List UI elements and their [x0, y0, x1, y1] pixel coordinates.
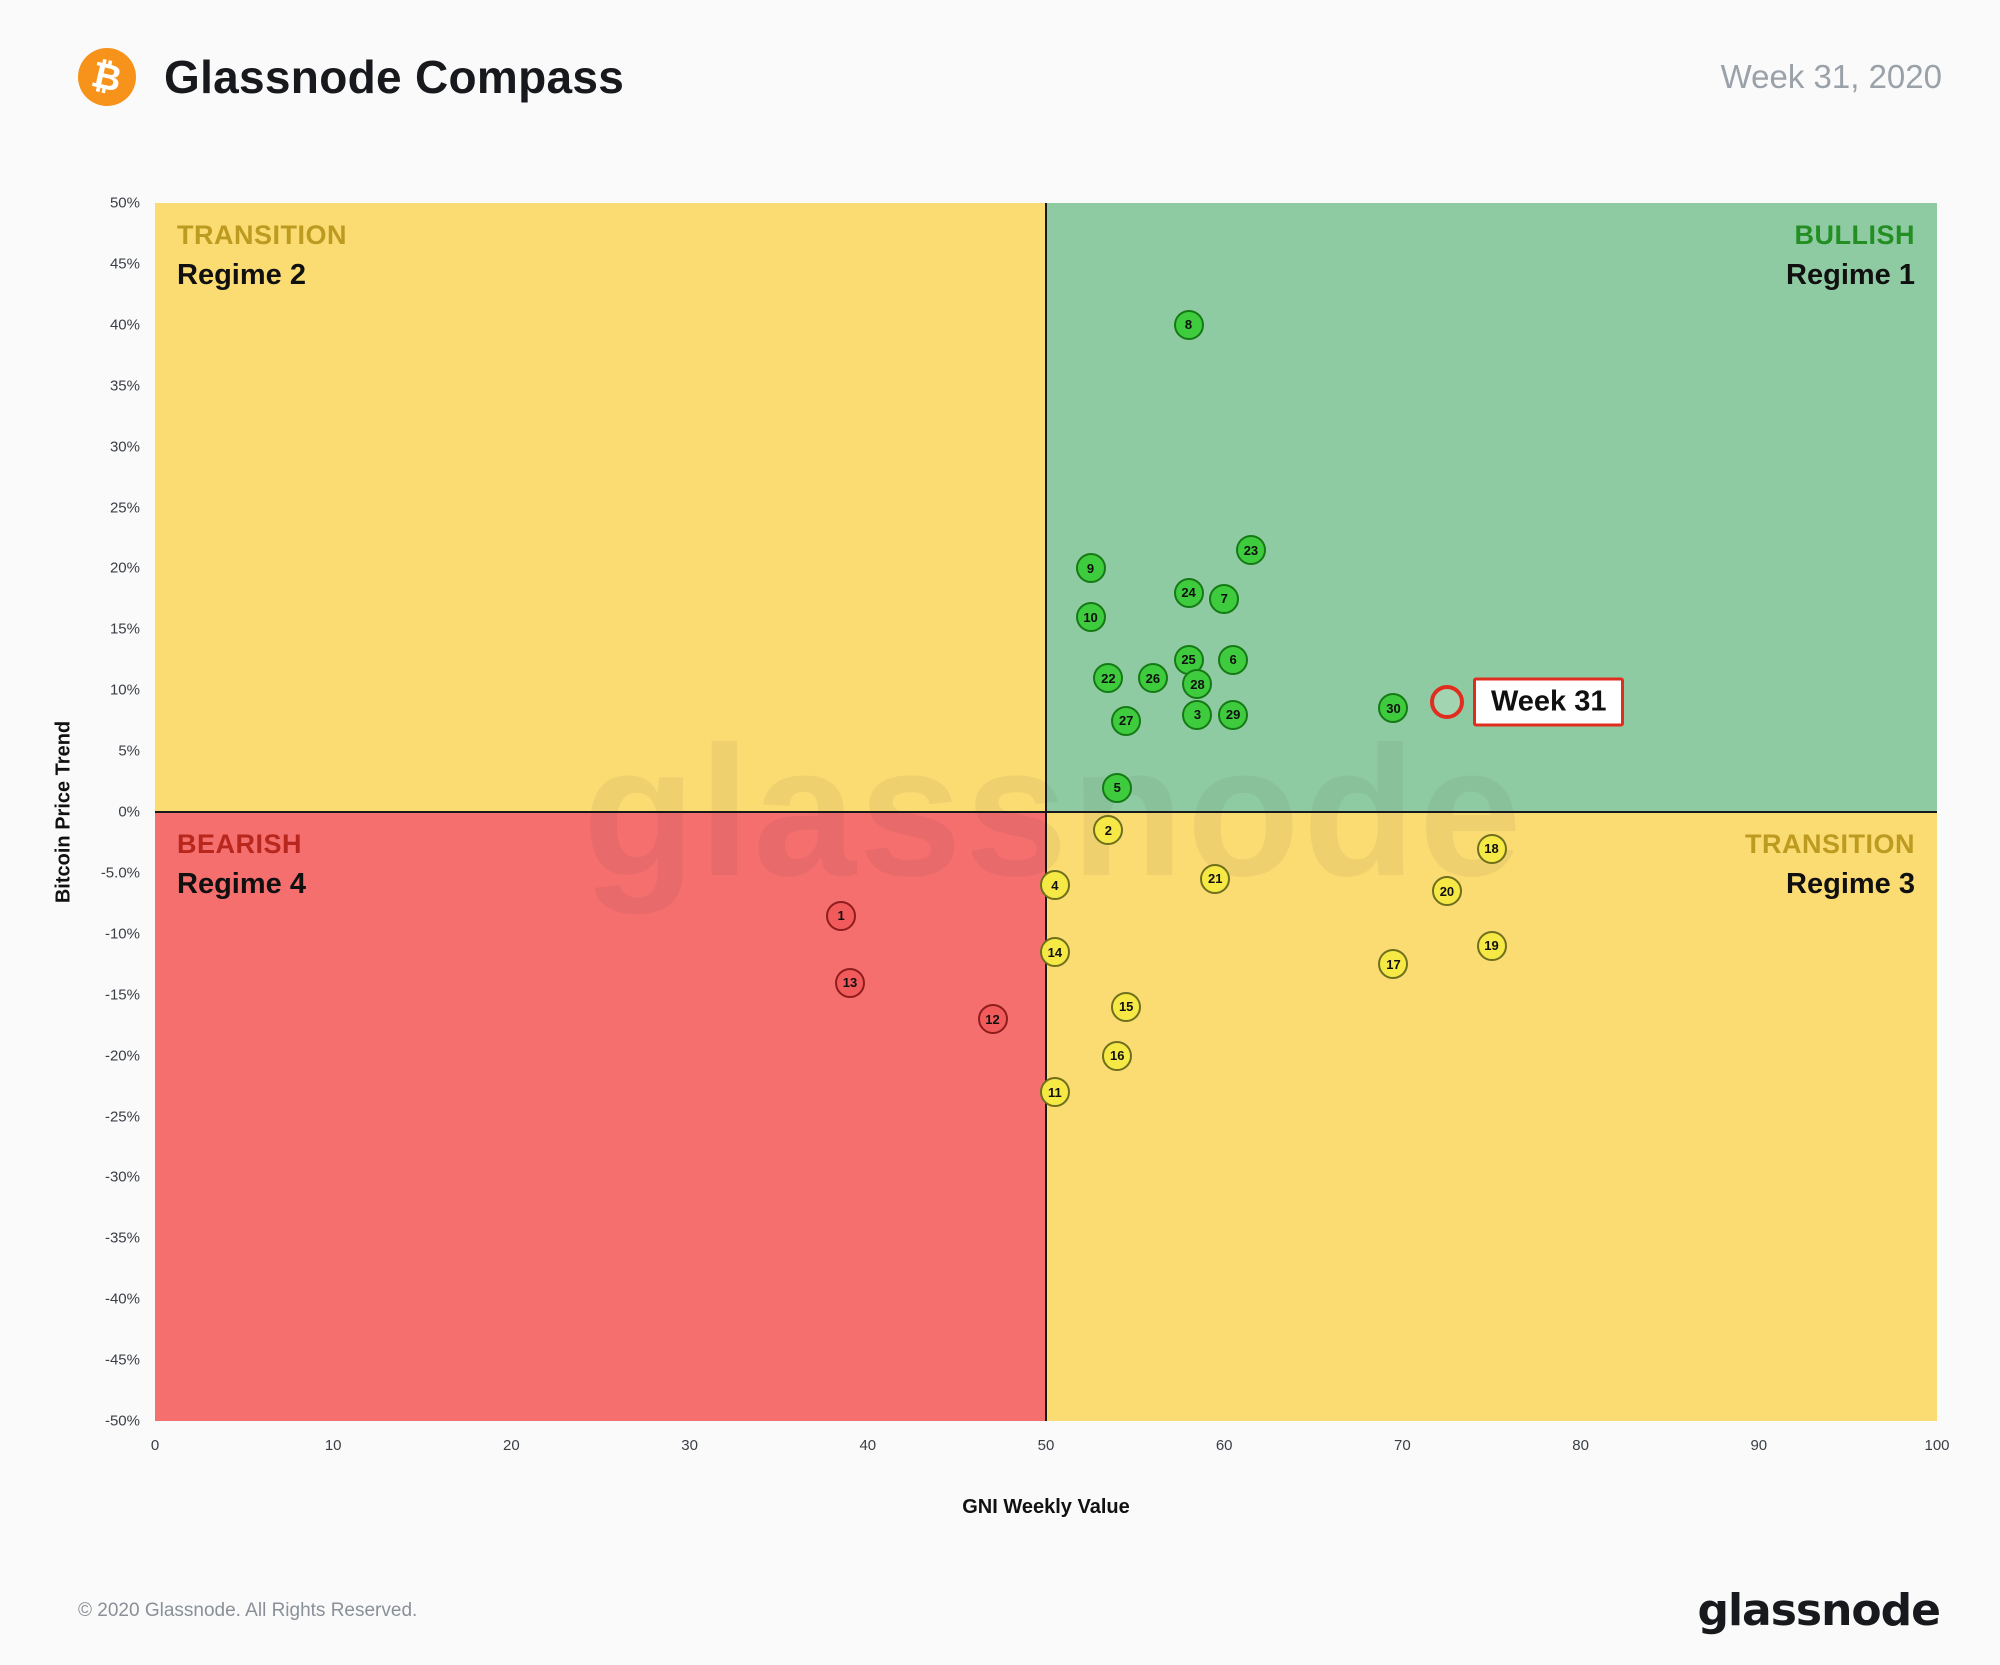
horizontal-midline	[155, 811, 1937, 813]
y-tick-label: 10%	[109, 681, 140, 699]
data-point-week-22: 22	[1093, 663, 1124, 694]
data-point-week-6: 6	[1218, 644, 1249, 675]
data-point-week-14: 14	[1039, 937, 1070, 968]
x-tick-label: 40	[859, 1437, 877, 1454]
y-tick-label: -50%	[104, 1412, 140, 1430]
data-point-week-23: 23	[1235, 535, 1266, 566]
x-axis-title: GNI Weekly Value	[962, 1496, 1130, 1518]
data-point-week-13: 13	[834, 967, 865, 998]
y-tick-label: 15%	[109, 620, 140, 638]
y-tick-label: -40%	[104, 1290, 140, 1308]
quadrant-name: Regime 4	[177, 867, 306, 900]
data-point-week-1: 1	[826, 900, 857, 931]
y-tick-label: 5%	[118, 742, 140, 760]
data-point-week-24: 24	[1173, 577, 1204, 608]
y-tick-label: -35%	[104, 1229, 140, 1247]
bitcoin-glyph: ₿	[88, 53, 127, 100]
x-tick-label: 30	[681, 1437, 698, 1454]
data-point-week-2: 2	[1093, 815, 1124, 846]
data-point-week-25: 25	[1173, 644, 1204, 675]
glassnode-logo: glassnode	[1697, 1585, 1941, 1636]
y-tick-label: 50%	[109, 194, 140, 212]
quadrant-name: Regime 3	[1786, 867, 1915, 900]
data-point-week-17: 17	[1378, 949, 1409, 980]
data-point-week-16: 16	[1102, 1040, 1133, 1071]
data-point-week-9: 9	[1075, 553, 1106, 584]
page-title: Glassnode Compass	[164, 51, 625, 103]
x-tick-label: 20	[503, 1437, 520, 1454]
y-tick-label: 0%	[118, 803, 140, 821]
x-tick-label: 100	[1924, 1437, 1950, 1454]
header: ₿ Glassnode Compass Week 31, 2020	[78, 48, 1942, 106]
data-point-week-8: 8	[1173, 309, 1204, 340]
quadrant-name: Regime 1	[1786, 258, 1915, 291]
y-tick-label: -20%	[104, 1047, 140, 1065]
y-tick-label: -45%	[104, 1351, 140, 1369]
data-point-week-3: 3	[1182, 699, 1213, 730]
data-point-week-12: 12	[977, 1004, 1008, 1035]
data-point-week-11: 11	[1039, 1077, 1070, 1108]
quadrant-transition-regime-2: TRANSITION Regime 2	[155, 203, 1046, 812]
current-week-circle	[1429, 685, 1464, 720]
quadrant-tag: BEARISH	[177, 829, 303, 859]
y-tick-label: 20%	[109, 559, 140, 577]
y-tick-label: 40%	[109, 316, 140, 334]
y-axis-ticks: 50% 45% 40% 35% 30% 25% 20% 15% 10% 5% 0% -5.0% -10%…	[0, 195, 140, 1430]
footer: © 2020 Glassnode. All Rights Reserved. g…	[78, 1585, 1941, 1636]
quadrant-labels: TRANSITION Regime 3	[1723, 812, 1937, 918]
y-tick-label: 35%	[109, 377, 140, 395]
data-point-week-30: 30	[1378, 693, 1409, 724]
quadrant-labels: BEARISH Regime 4	[155, 812, 328, 918]
x-tick-label: 90	[1750, 1437, 1768, 1454]
quadrant-tag: BULLISH	[1794, 220, 1915, 250]
x-tick-label: 60	[1215, 1437, 1233, 1454]
quadrant-tag: TRANSITION	[177, 220, 347, 250]
x-tick-label: 70	[1394, 1437, 1411, 1454]
y-tick-label: 25%	[109, 499, 140, 516]
quadrant-transition-regime-3: TRANSITION Regime 3	[1046, 812, 1937, 1421]
data-point-week-26: 26	[1137, 663, 1168, 694]
week-date-label: Week 31, 2020	[1720, 58, 1942, 95]
bitcoin-icon: ₿	[78, 48, 136, 106]
data-point-week-5: 5	[1102, 772, 1133, 803]
y-tick-label: -15%	[104, 986, 140, 1004]
data-point-week-7: 7	[1209, 583, 1240, 614]
plot-area: TRANSITION Regime 2 BULLISH Regime 1 BEA…	[155, 203, 1937, 1421]
quadrant-tag: TRANSITION	[1745, 829, 1915, 859]
y-tick-label: -5.0%	[100, 864, 140, 882]
data-point-week-27: 27	[1111, 705, 1142, 736]
y-tick-label: 45%	[109, 255, 140, 273]
current-week-label: Week 31	[1472, 677, 1625, 727]
x-tick-label: 50	[1037, 1437, 1055, 1454]
data-point-week-4: 4	[1039, 870, 1070, 901]
points-layer: 1 2 3 4 5 6 7 8 9 10 11 12 13 14 15 16 17 18 19 20 21 22 23 24 2…	[155, 203, 1937, 1421]
x-tick-label: 0	[150, 1437, 160, 1454]
y-tick-label: -30%	[104, 1168, 140, 1186]
quadrant-labels: TRANSITION Regime 2	[155, 203, 369, 309]
x-tick-label: 80	[1572, 1437, 1589, 1454]
x-axis-ticks: 0 10 20 30 40 50 60 70 80 90 100	[151, 1437, 1950, 1463]
copyright-text: © 2020 Glassnode. All Rights Reserved.	[78, 1599, 418, 1621]
quadrant-labels: BULLISH Regime 1	[1764, 203, 1937, 309]
data-point-week-18: 18	[1476, 833, 1507, 864]
y-tick-label: -10%	[104, 925, 140, 943]
y-tick-label: -25%	[104, 1108, 140, 1125]
data-point-week-28: 28	[1182, 669, 1213, 700]
data-point-week-15: 15	[1111, 991, 1142, 1022]
data-point-week-20: 20	[1431, 876, 1462, 907]
data-point-week-19: 19	[1476, 930, 1507, 961]
x-tick-label: 10	[324, 1437, 342, 1454]
data-point-week-29: 29	[1218, 699, 1249, 730]
quadrant-bearish-regime-4: BEARISH Regime 4	[155, 812, 1046, 1421]
y-tick-label: 30%	[109, 438, 140, 456]
data-point-week-21: 21	[1200, 863, 1231, 894]
data-point-week-10: 10	[1075, 602, 1106, 633]
quadrant-name: Regime 2	[177, 258, 306, 291]
